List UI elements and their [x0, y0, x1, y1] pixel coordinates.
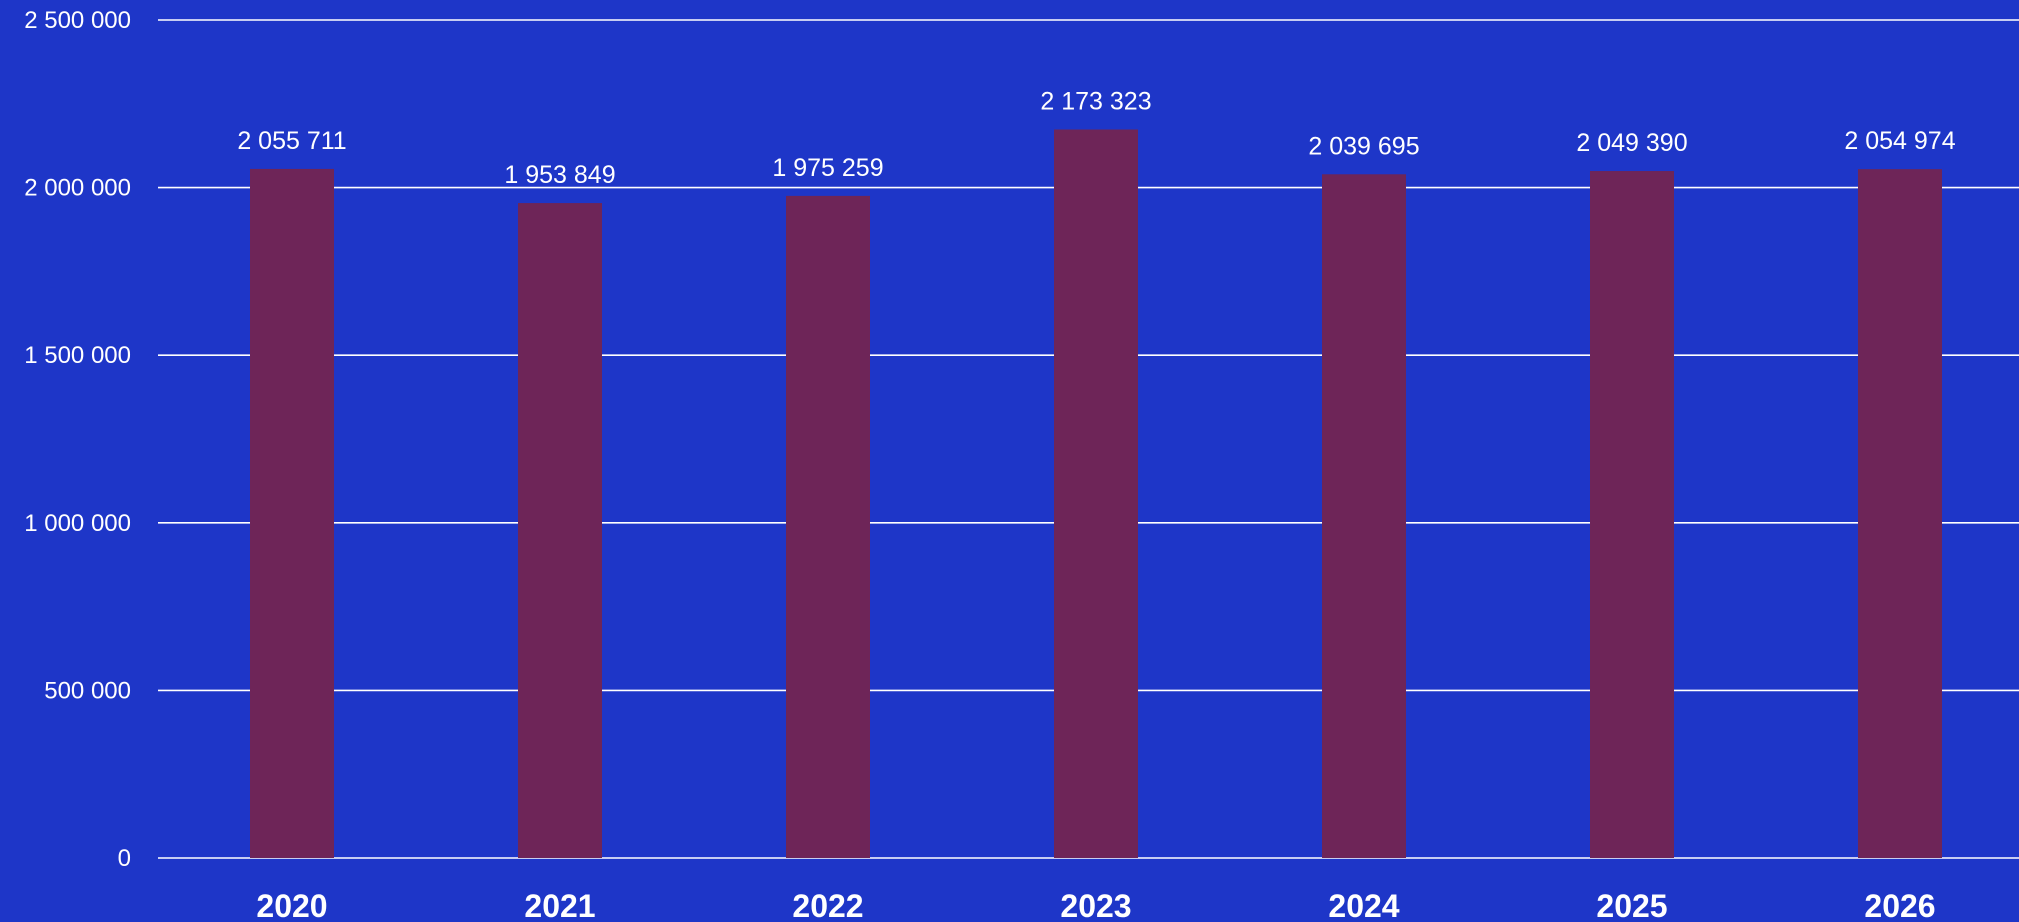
bar-2022	[786, 195, 870, 858]
x-tick-label: 2026	[1864, 888, 1935, 922]
x-tick-label: 2020	[256, 888, 327, 922]
y-axis-tick-labels: 0 500 000 1 000 000 1 500 000 2 000 000 2 500…	[24, 7, 131, 872]
data-label: 2 049 390	[1576, 129, 1687, 157]
bar-2020	[250, 168, 334, 859]
y-tick-label: 1 000 000	[24, 510, 131, 537]
bar-2023	[1054, 129, 1138, 858]
x-axis-tick-labels: 2020 2021 2022 2023 2024 2025 2026	[256, 888, 1935, 922]
x-tick-label: 2022	[792, 888, 863, 922]
x-tick-label: 2025	[1596, 888, 1667, 922]
y-tick-label: 2 000 000	[24, 175, 131, 202]
data-label: 2 173 323	[1040, 88, 1151, 116]
y-tick-label: 2 500 000	[24, 7, 131, 34]
bar-2024	[1322, 174, 1406, 858]
x-tick-label: 2023	[1060, 888, 1131, 922]
data-label: 1 975 259	[772, 154, 883, 182]
y-tick-label: 1 500 000	[24, 342, 131, 369]
y-tick-label: 0	[118, 845, 131, 872]
bars	[250, 129, 1942, 859]
x-tick-label: 2021	[524, 888, 595, 922]
data-label: 2 055 711	[237, 127, 346, 155]
data-label: 1 953 849	[504, 161, 615, 189]
data-label: 2 054 974	[1844, 127, 1955, 155]
data-labels: 2 055 711 1 953 849 1 975 259 2 173 323 2 03…	[237, 88, 1955, 190]
data-label: 2 039 695	[1308, 132, 1419, 160]
y-tick-label: 500 000	[44, 677, 131, 704]
bar-2021	[518, 203, 602, 858]
bar-2025	[1590, 171, 1674, 858]
x-tick-label: 2024	[1328, 888, 1399, 922]
bar-2026	[1858, 169, 1942, 858]
